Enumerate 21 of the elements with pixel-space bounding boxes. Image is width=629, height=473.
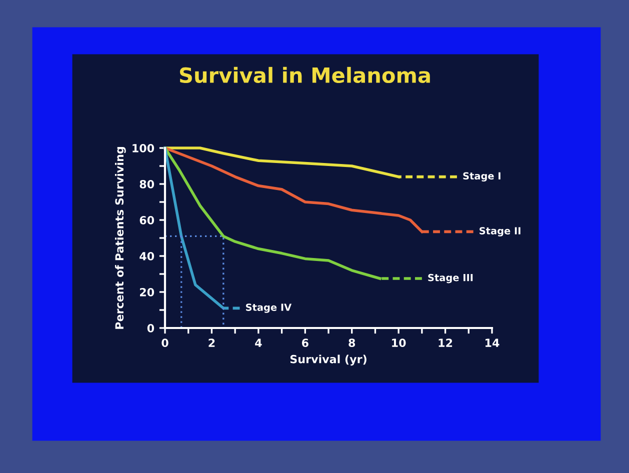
x-tick-label: 6	[302, 338, 308, 348]
series-label: Stage IV	[246, 304, 292, 313]
x-axis-title: Survival (yr)	[290, 354, 366, 366]
series-label: Stage I	[463, 172, 500, 182]
x-tick-label: 8	[348, 338, 356, 348]
chart-title: Survival in Melanoma	[180, 66, 430, 84]
y-axis-title: Percent of Patients Surviving	[114, 147, 126, 329]
y-tick-label: 100	[132, 144, 154, 152]
x-tick-label: 0	[162, 338, 168, 348]
y-tick-label: 20	[140, 288, 154, 296]
x-tick-label: 4	[255, 338, 262, 347]
series-label: Stage II	[480, 227, 520, 236]
x-tick-label: 2	[208, 338, 215, 347]
series-label: Stage III	[428, 274, 473, 284]
y-tick-label: 80	[140, 180, 154, 188]
y-tick-label: 60	[140, 216, 154, 224]
x-tick-label: 12	[438, 338, 452, 347]
x-tick-label: 14	[486, 338, 500, 347]
y-tick-label: 40	[140, 252, 154, 260]
y-tick-label: 0	[147, 324, 154, 332]
x-tick-label: 10	[392, 338, 406, 348]
